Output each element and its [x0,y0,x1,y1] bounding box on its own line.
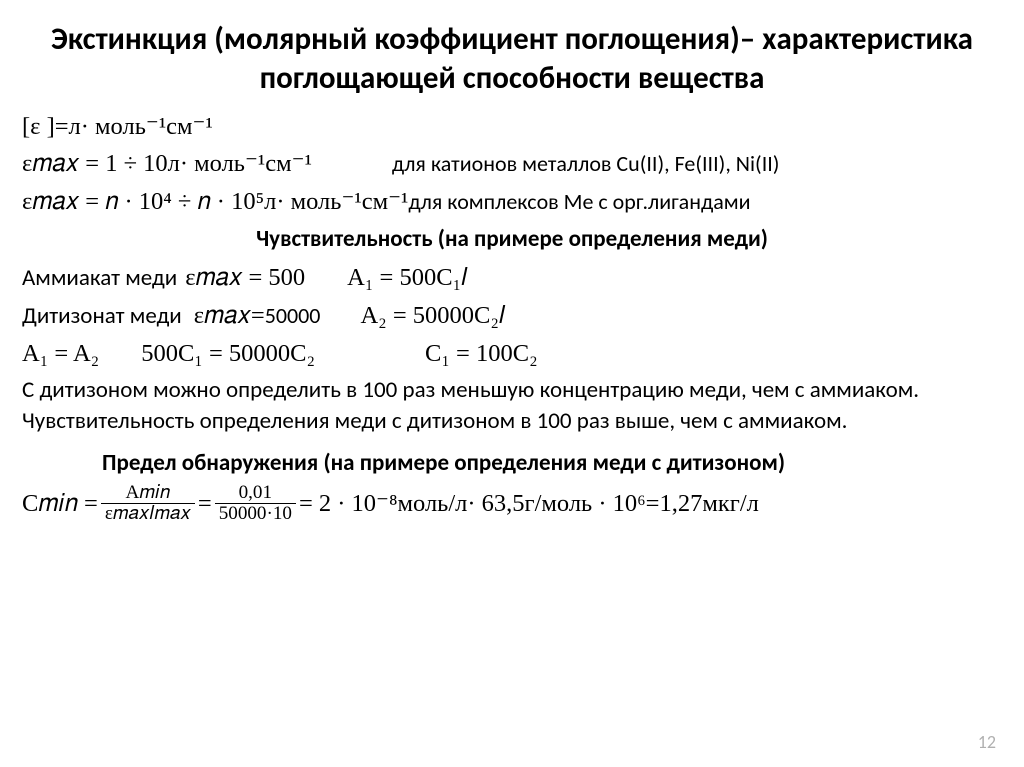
eps2-formula: ε𝑚𝑎𝑥 = 𝑛 · 10⁴ ÷ 𝑛 · 10⁵л· моль⁻¹см⁻¹ [22,183,408,221]
ditizonat-a: A₂ = 50000C₂𝑙 [360,297,505,335]
conclusion-text: С дитизоном можно определить в 100 раз м… [22,375,1002,437]
ditizonat-eps-prefix: ε𝑚𝑎𝑥= [194,297,265,335]
eps2-note: для комплексов Ме с орг.лигандами [408,188,750,215]
ditizonat-eps-value: 50000 [265,301,321,331]
ditizonat-label: Дитизонат меди [22,301,182,332]
eq-a1a2: A₁ = A₂ [22,335,99,373]
page-number: 12 [978,731,996,753]
cmin-frac2-num: 0,01 [215,483,296,504]
cmin-frac1-num: A𝑚𝑖𝑛 [101,483,195,504]
eps-line-2: ε𝑚𝑎𝑥 = 𝑛 · 10⁴ ÷ 𝑛 · 10⁵л· моль⁻¹см⁻¹ дл… [22,183,1002,221]
eq-500c1: 500C₁ = 50000C₂ [141,335,315,373]
cmin-frac2-den: 50000·10 [215,504,296,524]
slide-title: Экстинкция (молярный коэффициент поглоще… [22,20,1002,98]
cmin-equation: C𝑚𝑖𝑛 = A𝑚𝑖𝑛 ε𝑚𝑎𝑥𝑙𝑚𝑎𝑥 = 0,01 50000·10 = 2… [22,483,1002,524]
cmin-frac1: A𝑚𝑖𝑛 ε𝑚𝑎𝑥𝑙𝑚𝑎𝑥 [101,483,195,524]
eps-line-1: ε𝑚𝑎𝑥 = 1 ÷ 10л· моль⁻¹см⁻¹ для катионов … [22,145,1002,183]
cmin-frac1-den: ε𝑚𝑎𝑥𝑙𝑚𝑎𝑥 [101,504,195,524]
equality-chain: A₁ = A₂ 500C₁ = 50000C₂ C₁ = 100C₂ [22,335,1002,373]
eps1-formula: ε𝑚𝑎𝑥 = 1 ÷ 10л· моль⁻¹см⁻¹ [22,145,312,183]
eps1-note: для катионов металлов Cu(II), Fe(III), N… [392,150,780,177]
cmin-eq1: = [198,485,212,523]
ammicat-label: Аммиакат меди [22,263,177,294]
cmin-right: = 2 · 10⁻⁸моль/л· 63,5г/моль · 10⁶=1,27м… [299,485,759,523]
detection-limit-title: Предел обнаружения (на примере определен… [102,449,1002,477]
cmin-left: C𝑚𝑖𝑛 = [22,485,98,523]
eq-c1c2: C₁ = 100C₂ [425,335,538,373]
ditizonat-row: Дитизонат меди ε𝑚𝑎𝑥= 50000 A₂ = 50000C₂𝑙 [22,297,1002,335]
units-line: [ε ]=л· моль⁻¹см⁻¹ [22,108,1002,146]
sensitivity-title: Чувствительность (на примере определения… [22,225,1002,253]
ammicat-row: Аммиакат меди ε𝑚𝑎𝑥 = 500 A₁ = 500C₁𝑙 [22,259,1002,297]
ammicat-eps: ε𝑚𝑎𝑥 = 500 [185,259,305,297]
cmin-frac2: 0,01 50000·10 [215,483,296,524]
slide: Экстинкция (молярный коэффициент поглоще… [0,0,1024,767]
ammicat-a: A₁ = 500C₁𝑙 [347,259,467,297]
